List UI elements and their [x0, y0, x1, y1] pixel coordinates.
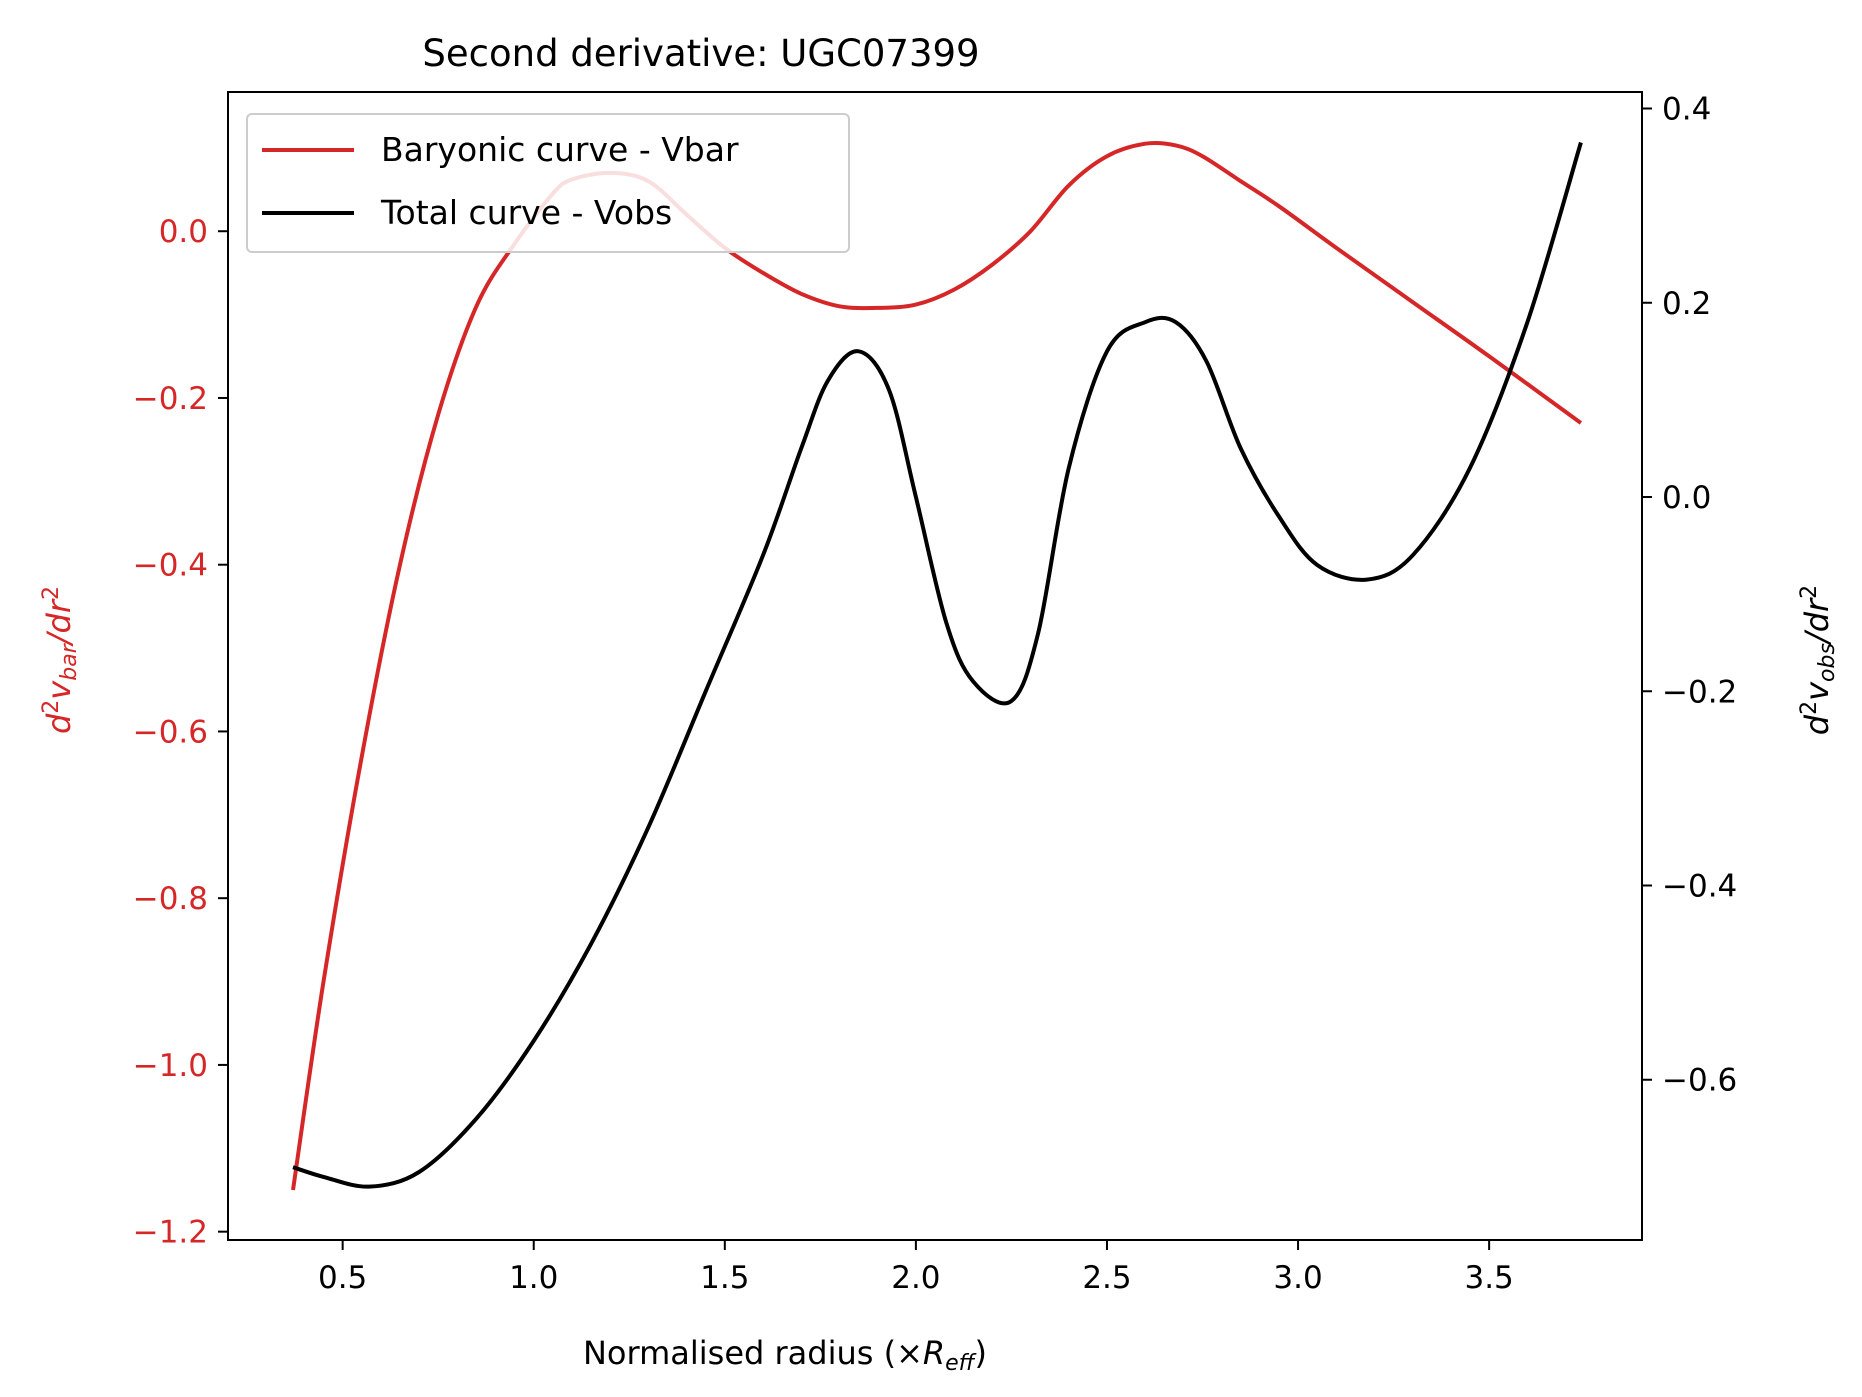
x-tick-label: 1.5: [700, 1260, 749, 1296]
y-left-tick-label: −0.2: [133, 381, 208, 417]
y-axis-right-title: d2vobs/dr2: [1797, 585, 1840, 735]
chart-title: Second derivative: UGC07399: [422, 32, 979, 75]
legend-label-vbar: Baryonic curve - Vbar: [381, 130, 739, 169]
y-left-tick-label: 0.0: [159, 214, 208, 250]
legend-label-vobs: Total curve - Vobs: [380, 193, 672, 232]
x-tick-label: 3.0: [1273, 1260, 1322, 1296]
legend-box: [246, 113, 850, 253]
x-tick-label: 3.5: [1464, 1260, 1513, 1296]
y-left-tick-label: −0.8: [133, 881, 208, 917]
y-axis-right: 0.4 0.2 0.0 −0.2 −0.4 −0.6: [1642, 92, 1737, 1099]
y-right-tick-label: −0.6: [1662, 1063, 1737, 1099]
x-axis: 0.5 1.0 1.5 2.0 2.5 3.0 3.5: [318, 1240, 1514, 1296]
plot-area: [227, 91, 1643, 1241]
y-right-tick-label: −0.4: [1662, 868, 1737, 904]
legend: Baryonic curve - Vbar Total curve - Vobs: [246, 113, 850, 253]
y-right-tick-label: 0.2: [1662, 286, 1711, 322]
plot-frame: [227, 91, 1643, 1241]
x-tick-label: 2.5: [1082, 1260, 1131, 1296]
x-axis-title: Normalised radius (×Reff): [583, 1334, 987, 1376]
x-tick-label: 1.0: [509, 1260, 558, 1296]
series-line-vbar: [291, 140, 1583, 1191]
y-left-tick-label: −1.2: [133, 1215, 208, 1251]
y-left-tick-label: −1.0: [133, 1048, 208, 1084]
series-lines: [291, 140, 1583, 1191]
y-right-tick-label: −0.2: [1662, 674, 1737, 710]
series-line-vobs: [292, 141, 1583, 1189]
y-axis-left: 0.0 −0.2 −0.4 −0.6 −0.8 −1.0 −1.2: [133, 214, 228, 1251]
y-right-tick-label: 0.4: [1662, 92, 1711, 128]
x-tick-label: 2.0: [891, 1260, 940, 1296]
y-right-tick-label: 0.0: [1662, 480, 1711, 516]
y-left-tick-label: −0.6: [133, 714, 208, 750]
y-left-tick-label: −0.4: [133, 548, 208, 584]
x-tick-label: 0.5: [318, 1260, 367, 1296]
y-axis-left-title: d2vbar/dr2: [39, 586, 82, 734]
